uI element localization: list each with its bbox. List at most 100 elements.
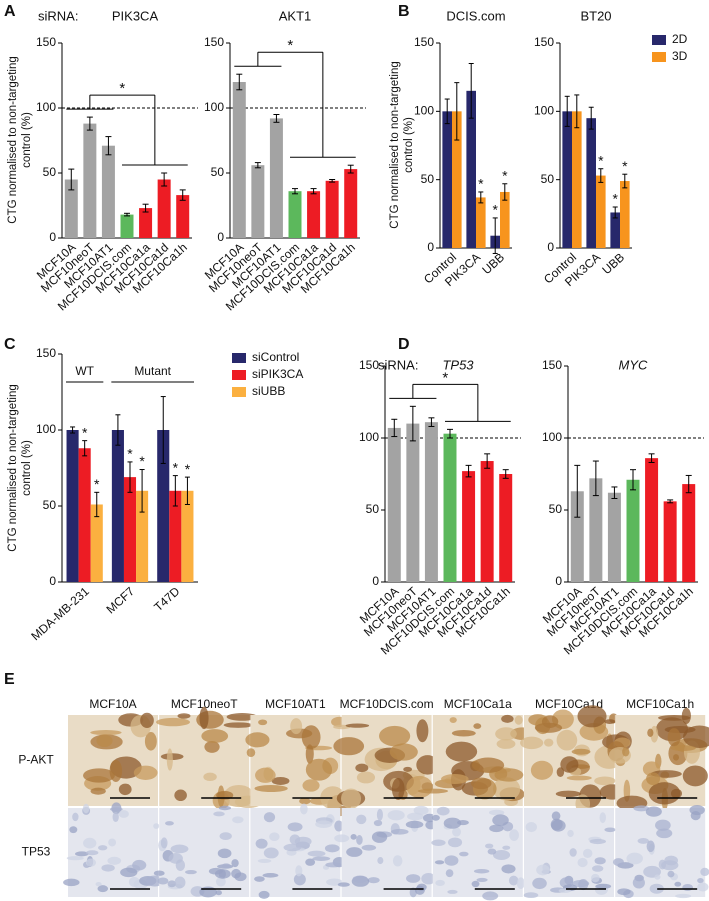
legend-swatch <box>652 52 666 62</box>
error-bar <box>142 203 149 213</box>
tissue-texture <box>697 882 709 892</box>
bar <box>120 214 134 238</box>
panel-letter: B <box>398 3 410 20</box>
tissue-texture <box>177 713 191 719</box>
error-bar <box>236 73 243 91</box>
tissue-texture <box>258 719 268 726</box>
tissue-texture <box>320 786 346 810</box>
tissue-texture <box>416 719 429 743</box>
tissue-texture <box>287 822 303 832</box>
tissue-texture <box>514 715 523 725</box>
tissue-texture <box>406 775 433 799</box>
tissue-image <box>612 804 709 899</box>
tissue-texture <box>254 784 288 793</box>
tissue-texture <box>496 738 516 749</box>
tissue-texture <box>389 743 418 761</box>
tissue-texture <box>377 856 384 865</box>
tissue-texture <box>90 787 106 795</box>
tissue-image <box>68 712 158 806</box>
tissue-texture <box>361 844 377 851</box>
tissue-texture <box>697 877 704 884</box>
prefix-label: siRNA: <box>38 8 78 23</box>
bar <box>424 422 438 582</box>
tissue-texture <box>471 880 480 888</box>
tissue-texture <box>120 867 138 878</box>
tissue-texture <box>476 877 488 882</box>
bar <box>462 471 476 582</box>
tissue-texture <box>82 803 90 814</box>
tissue-texture <box>160 837 168 849</box>
error-bar <box>409 405 416 442</box>
error-bar <box>598 168 604 183</box>
tissue-texture <box>532 877 547 890</box>
x-tick-label: T47D <box>151 584 182 614</box>
error-bar <box>347 164 354 174</box>
tissue-texture <box>307 850 326 857</box>
tissue-texture <box>371 831 388 843</box>
tissue-texture <box>390 828 409 835</box>
column-label: MCF10Ca1a <box>444 697 512 711</box>
y-tick-label: 50 <box>366 502 380 516</box>
tissue-texture <box>263 847 279 859</box>
tissue-texture <box>170 844 189 854</box>
tissue-texture <box>447 889 458 894</box>
tissue-texture <box>254 876 265 882</box>
tissue-texture <box>436 806 450 816</box>
subplot-title: PIK3CA <box>112 8 159 23</box>
tissue-texture <box>109 759 123 782</box>
tissue-texture <box>675 893 692 899</box>
tissue-image <box>520 705 625 814</box>
bar <box>251 165 265 238</box>
bar <box>476 197 486 248</box>
x-tick-label: MDA-MB-231 <box>28 584 92 643</box>
y-tick-label: 0 <box>49 574 56 588</box>
tissue-texture <box>69 826 78 834</box>
tissue-texture <box>145 875 164 887</box>
tissue-texture <box>656 828 673 839</box>
bar <box>181 490 194 582</box>
tissue-texture <box>488 809 505 816</box>
tissue-texture <box>392 855 403 867</box>
column-label: MCF10neoT <box>171 697 238 711</box>
error-bar <box>329 179 336 183</box>
tissue-texture <box>90 730 122 736</box>
tissue-texture <box>234 872 247 882</box>
tissue-image <box>156 706 263 810</box>
tissue-texture <box>645 806 662 817</box>
tissue-texture <box>700 867 709 877</box>
tissue-texture <box>566 775 592 781</box>
error-bar <box>105 136 112 156</box>
error-bar <box>685 474 692 494</box>
tissue-texture <box>305 858 316 866</box>
y-tick-label: 0 <box>49 230 56 244</box>
tissue-texture <box>263 812 276 823</box>
y-tick-label: 100 <box>36 422 56 436</box>
tissue-texture <box>153 823 160 829</box>
tissue-texture <box>218 805 232 811</box>
bar <box>123 477 137 582</box>
error-bar <box>184 476 190 505</box>
bar <box>176 195 190 238</box>
tissue-texture <box>599 812 606 824</box>
tissue-texture <box>75 851 89 857</box>
y-tick-label: 0 <box>372 574 379 588</box>
tissue-texture <box>649 883 664 894</box>
tissue-texture <box>589 838 606 845</box>
significance-label: * <box>442 369 448 386</box>
tissue-texture <box>221 863 231 869</box>
tissue-texture <box>508 875 519 886</box>
tissue-texture <box>294 836 312 847</box>
error-bar <box>70 426 76 434</box>
tissue-texture <box>525 821 537 833</box>
column-label: MCF10A <box>89 697 136 711</box>
tissue-texture <box>305 744 314 764</box>
tissue-texture <box>315 820 333 829</box>
tissue-texture <box>646 840 655 852</box>
significance-label: * <box>185 461 191 477</box>
bar <box>499 474 513 582</box>
error-bar <box>179 189 186 201</box>
tissue-texture <box>293 873 306 886</box>
tissue-texture <box>592 865 604 872</box>
tissue-texture <box>109 807 123 812</box>
